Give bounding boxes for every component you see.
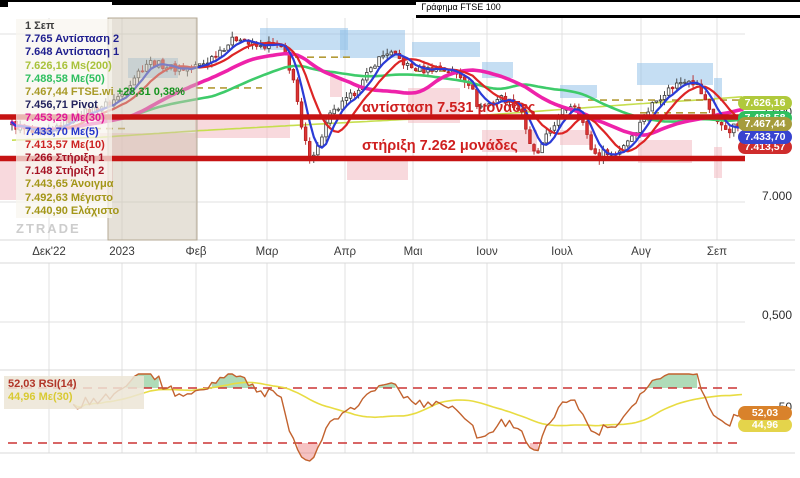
price-badge-7.433,70: 7.433,70 (738, 130, 792, 144)
watermark: ZTRADE (16, 221, 81, 236)
legend-text: 7.266 Στήριξη 1 (25, 152, 105, 165)
price-badge-7.626,16: 7.626,16 (738, 96, 792, 110)
rsi-legend-item: 52,03 RSI(14) (8, 378, 77, 390)
header-rule-right-line (416, 15, 800, 18)
legend-item-support2: 7.148 Στήριξη 2 (25, 165, 185, 178)
legend-text: 7.443,65 Άνοιγμα (25, 178, 114, 191)
x-axis-label-Σεπ: Σεπ (706, 246, 728, 258)
rsi-legend: 52,03 RSI(14) 44,96 Με(30) (8, 378, 76, 404)
legend-item-resistance1: 7.648 Αντίσταση 1 (25, 46, 185, 59)
legend-item-pivot: 7.456,71 Pivot (25, 99, 185, 112)
support-annotation: στήριξη 7.262 μονάδες (362, 138, 518, 154)
legend-text: 1 Σεπ (25, 20, 55, 32)
legend-item-support1: 7.266 Στήριξη 1 (25, 152, 185, 165)
legend-item-ma30: 7.453,29 Με(30) (25, 112, 185, 125)
x-axis-label-Απρ: Απρ (333, 246, 357, 258)
legend-text: 7.467,44 FTSE.wi (25, 86, 114, 99)
legend-text: 7.765 Αντίσταση 2 (25, 33, 120, 46)
legend-item-date: 1 Σεπ (25, 20, 185, 33)
price-badge-44,96: 44,96 (738, 418, 792, 432)
legend-item-resistance2: 7.765 Αντίσταση 2 (25, 33, 185, 46)
legend-item-quote: 7.467,44 FTSE.wi +28,31 0,38% (25, 86, 185, 99)
price-badge-52,03: 52,03 (738, 406, 792, 420)
resistance-annotation: αντίσταση 7.531 μονάδες (362, 100, 536, 116)
legend-text: 7.440,90 Ελάχιστο (25, 204, 120, 217)
y-axis-label-7.000: 7.000 (761, 189, 792, 203)
legend-item-high: 7.492,63 Μέγιστο (25, 192, 185, 205)
x-axis-label-Δεκ'22: Δεκ'22 (32, 246, 66, 258)
legend-text: 7.648 Αντίσταση 1 (25, 46, 120, 59)
x-axis-label-Φεβ: Φεβ (185, 246, 207, 258)
legend-text: +28,31 0,38% (113, 86, 185, 99)
legend-item-ma10: 7.413,57 Με(10) (25, 139, 185, 152)
y-axis-label-0,500: 0,500 (761, 308, 792, 322)
legend-item-ms200: 7.626,16 Ms(200) (25, 60, 185, 73)
legend-text: 7.413,57 Με(10) (25, 138, 105, 151)
x-axis-label-Μαρ: Μαρ (255, 246, 279, 258)
legend-item-low: 7.440,90 Ελάχιστο (25, 205, 185, 218)
legend-text: 7.492,63 Μέγιστο (25, 191, 114, 204)
price-badge-7.467,44: 7.467,44 (738, 117, 792, 131)
legend-backdrop (16, 19, 112, 218)
legend-item-ma5: 7.433,70 Με(5) (25, 126, 185, 139)
x-axis-label-2023: 2023 (109, 246, 135, 258)
legend-text: 7.453,29 Με(30) (25, 112, 105, 125)
legend-text: 7.148 Στήριξη 2 (25, 165, 105, 178)
legend-text: 7.456,71 Pivot (25, 99, 98, 112)
x-axis-label-Ιουλ: Ιουλ (551, 246, 573, 258)
legend-text: 7.626,16 Ms(200) (25, 59, 112, 72)
header-rule-left-block (0, 0, 8, 7)
x-axis-label-Αυγ: Αυγ (631, 246, 651, 258)
x-axis-label-Ιουν: Ιουν (476, 246, 498, 258)
legend-item-open: 7.443,65 Άνοιγμα (25, 178, 185, 191)
rsi-legend-item: 44,96 Με(30) (8, 391, 73, 404)
legend-item-ma50: 7.488,58 Με(50) (25, 73, 185, 86)
rsi-legend-backdrop (4, 376, 144, 409)
page-title: Γράφημα FTSE 100 (421, 2, 501, 12)
x-axis-label-Μαι: Μαι (403, 246, 423, 258)
header-rule-bar (112, 0, 416, 5)
legend-text: 7.488,58 Με(50) (25, 72, 105, 85)
legend-text: 7.433,70 Με(5) (25, 125, 99, 138)
